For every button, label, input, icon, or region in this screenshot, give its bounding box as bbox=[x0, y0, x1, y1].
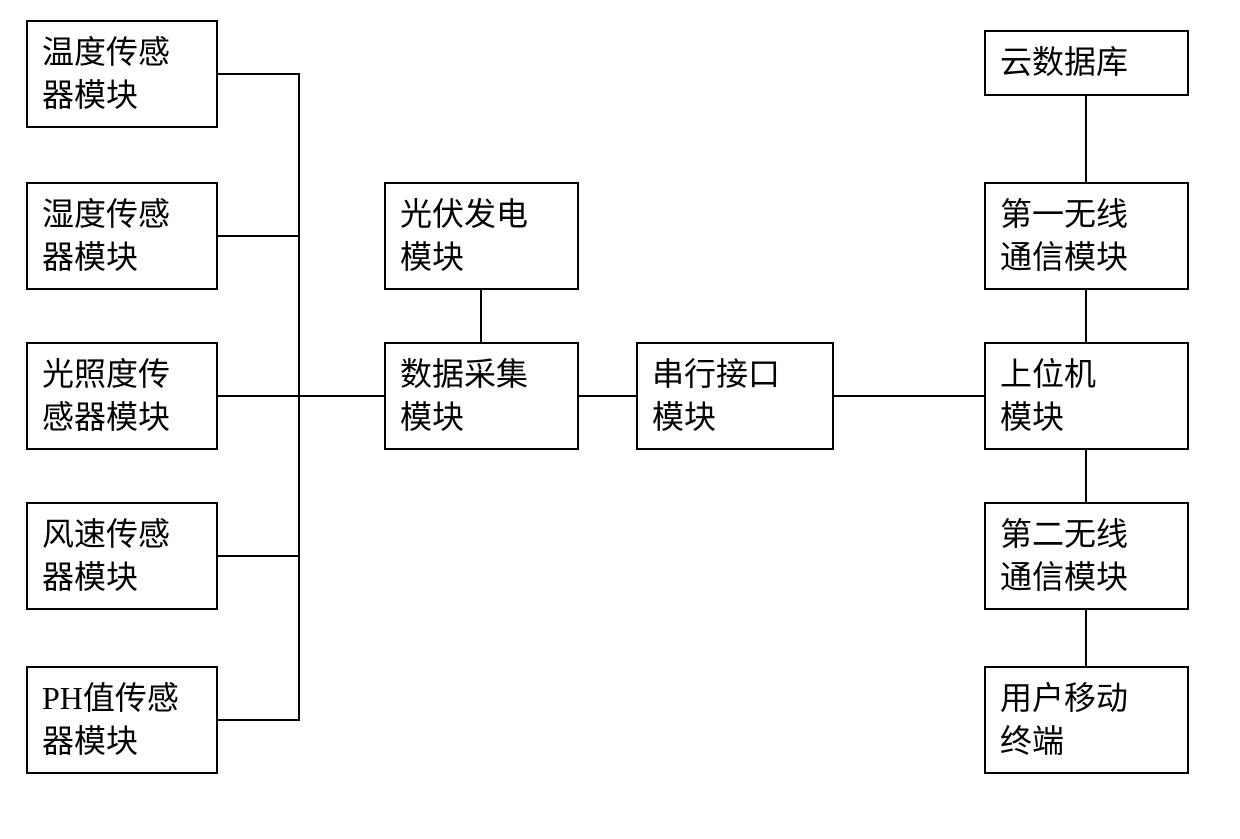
node-label: 数据采集模块 bbox=[400, 353, 528, 439]
connector-line bbox=[218, 555, 300, 557]
node-label: 上位机模块 bbox=[1000, 353, 1096, 439]
node-label: 第二无线通信模块 bbox=[1000, 513, 1128, 599]
connector-line bbox=[1085, 96, 1087, 182]
connector-line bbox=[1085, 610, 1087, 666]
node-serial: 串行接口模块 bbox=[636, 342, 834, 450]
node-sensor3: 光照度传感器模块 bbox=[26, 342, 218, 450]
connector-line bbox=[218, 235, 300, 237]
connector-line bbox=[579, 395, 636, 397]
node-label: 温度传感器模块 bbox=[42, 31, 170, 117]
node-label: 第一无线通信模块 bbox=[1000, 193, 1128, 279]
node-label: 光伏发电模块 bbox=[400, 193, 528, 279]
connector-line bbox=[834, 395, 984, 397]
connector-line bbox=[298, 73, 300, 721]
connector-line bbox=[1085, 450, 1087, 502]
node-wireless2: 第二无线通信模块 bbox=[984, 502, 1189, 610]
node-label: 云数据库 bbox=[1000, 41, 1128, 84]
node-pv: 光伏发电模块 bbox=[384, 182, 579, 290]
node-label: 用户移动终端 bbox=[1000, 677, 1128, 763]
node-host: 上位机模块 bbox=[984, 342, 1189, 450]
connector-line bbox=[218, 73, 300, 75]
connector-line bbox=[480, 290, 482, 342]
node-sensor5: PH值传感器模块 bbox=[26, 666, 218, 774]
node-cloud: 云数据库 bbox=[984, 30, 1189, 96]
node-terminal: 用户移动终端 bbox=[984, 666, 1189, 774]
node-label: 湿度传感器模块 bbox=[42, 193, 170, 279]
node-label: 风速传感器模块 bbox=[42, 513, 170, 599]
node-label: 光照度传感器模块 bbox=[42, 353, 170, 439]
node-wireless1: 第一无线通信模块 bbox=[984, 182, 1189, 290]
node-label: PH值传感器模块 bbox=[42, 677, 179, 763]
node-sensor4: 风速传感器模块 bbox=[26, 502, 218, 610]
node-label: 串行接口模块 bbox=[652, 353, 780, 439]
node-daq: 数据采集模块 bbox=[384, 342, 579, 450]
node-sensor2: 湿度传感器模块 bbox=[26, 182, 218, 290]
connector-line bbox=[1085, 290, 1087, 342]
connector-line bbox=[218, 719, 300, 721]
node-sensor1: 温度传感器模块 bbox=[26, 20, 218, 128]
connector-line bbox=[218, 395, 384, 397]
